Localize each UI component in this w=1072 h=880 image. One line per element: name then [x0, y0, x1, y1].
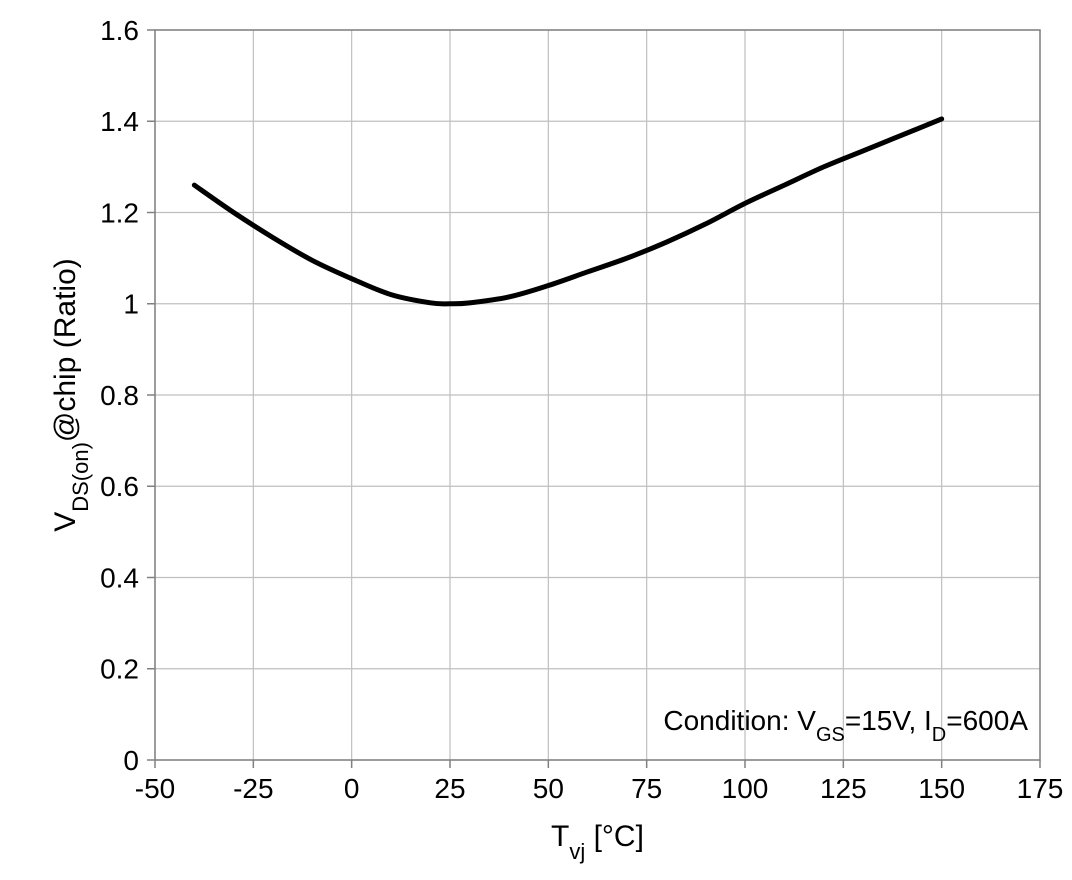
- x-tick-label: 25: [434, 773, 465, 804]
- y-tick-label: 0.8: [100, 380, 139, 411]
- y-tick-label: 1: [123, 289, 139, 320]
- y-tick-label: 0.4: [100, 562, 139, 593]
- x-tick-label: 150: [918, 773, 965, 804]
- vds-on-ratio-chart: -50 -25 0 25 50 75 100 125 150 175 0 0.2 0.4 0.6 0.8 1 1…: [0, 0, 1072, 880]
- chart-container: -50 -25 0 25 50 75 100 125 150 175 0 0.2 0.4 0.6 0.8 1 1…: [0, 0, 1072, 880]
- x-tick-label: 50: [533, 773, 564, 804]
- y-tick-label: 0: [123, 745, 139, 776]
- x-tick-label: 100: [722, 773, 769, 804]
- x-tick-label: 75: [631, 773, 662, 804]
- y-tick-label: 1.6: [100, 15, 139, 46]
- y-tick-label: 1.2: [100, 197, 139, 228]
- x-tick-label: 125: [820, 773, 867, 804]
- y-tick-label: 0.6: [100, 471, 139, 502]
- y-tick-label: 0.2: [100, 654, 139, 685]
- x-tick-label: 0: [344, 773, 360, 804]
- x-tick-label: -50: [135, 773, 175, 804]
- x-tick-label: 175: [1017, 773, 1064, 804]
- x-tick-label: -25: [233, 773, 273, 804]
- y-tick-label: 1.4: [100, 106, 139, 137]
